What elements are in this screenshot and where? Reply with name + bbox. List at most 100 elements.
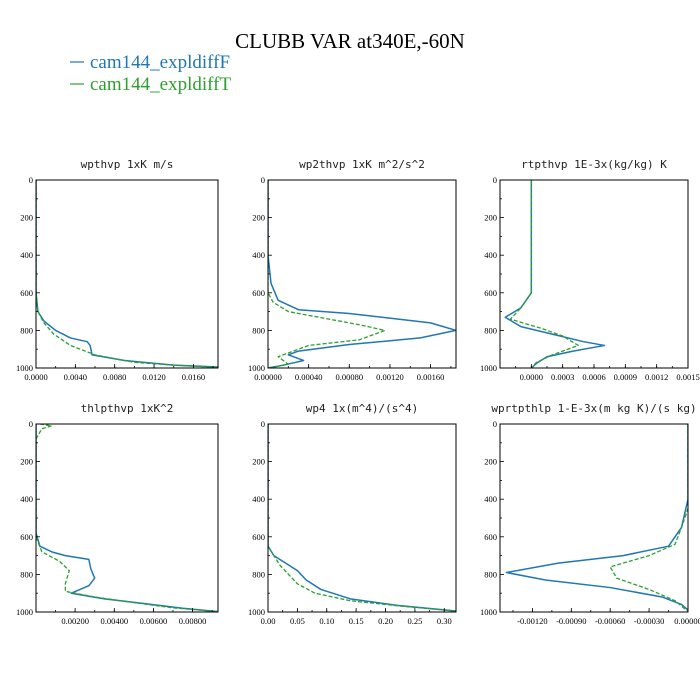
series-line-T bbox=[509, 180, 579, 368]
panel-frame bbox=[499, 179, 689, 369]
panel-frame bbox=[267, 423, 457, 613]
y-tick-label: 800 bbox=[252, 569, 265, 579]
y-tick-label: 200 bbox=[20, 457, 33, 467]
panel-frame bbox=[35, 179, 219, 369]
panel-3: rtpthvp 1E-3x(kg/kg) K 0.0000 0.0003 0.0006… bbox=[480, 158, 700, 382]
x-tick-label: 0.0012 bbox=[645, 372, 668, 382]
series-line-F bbox=[36, 424, 218, 612]
y-tick-label: 800 bbox=[484, 569, 497, 579]
x-tick-label: 0.10 bbox=[319, 616, 334, 626]
y-tick-label: 400 bbox=[252, 250, 265, 260]
y-tick-label: 200 bbox=[484, 213, 497, 223]
series-line-T bbox=[609, 424, 688, 612]
x-tick-label: 0.0000 bbox=[24, 372, 47, 382]
panel-frame bbox=[35, 423, 219, 613]
series-line-F bbox=[504, 180, 606, 368]
y-tick-label: 0 bbox=[493, 419, 497, 429]
y-tick-label: 600 bbox=[252, 288, 265, 298]
y-tick-label: 800 bbox=[20, 325, 33, 335]
y-tick-label: 800 bbox=[20, 569, 33, 579]
legend-entry-F: cam144_expldiffF bbox=[70, 52, 230, 73]
panel-4: thlpthvp 1xK^2 0.00200 0.00400 0.00600 0.008… bbox=[16, 402, 219, 626]
y-tick-label: 1000 bbox=[16, 363, 33, 373]
x-tick-label: 0.0000 bbox=[520, 372, 543, 382]
x-tick-label: 0.0080 bbox=[103, 372, 126, 382]
x-tick-label: 0.00 bbox=[261, 616, 276, 626]
y-tick-label: 600 bbox=[484, 532, 497, 542]
x-tick-label: 0.0003 bbox=[551, 372, 574, 382]
series-line-F bbox=[268, 180, 456, 368]
series-line-F bbox=[36, 180, 218, 368]
x-tick-label: -0.00060 bbox=[595, 616, 625, 626]
series-line-T bbox=[36, 424, 218, 612]
y-tick-label: 600 bbox=[252, 532, 265, 542]
figure-title: CLUBB VAR at340E,-60N bbox=[235, 29, 465, 53]
x-tick-label: 0.0015 bbox=[676, 372, 699, 382]
x-tick-label: 0.00080 bbox=[335, 372, 363, 382]
y-tick-label: 0 bbox=[261, 419, 265, 429]
x-tick-label: 0.30 bbox=[437, 616, 452, 626]
y-tick-label: 1000 bbox=[248, 363, 265, 373]
series-line-F bbox=[505, 424, 688, 611]
y-tick-label: 400 bbox=[484, 494, 497, 504]
legend-label-F: cam144_expldiffF bbox=[90, 52, 230, 73]
x-tick-label: 0.05 bbox=[290, 616, 305, 626]
x-tick-label: 0.00200 bbox=[61, 616, 89, 626]
x-tick-label: 0.0160 bbox=[182, 372, 205, 382]
panels: wpthvp 1xK m/s0.0000 0.0040 0.0080 0.0120 0.… bbox=[16, 158, 700, 626]
y-tick-label: 400 bbox=[20, 494, 33, 504]
y-tick-label: 0 bbox=[493, 175, 497, 185]
x-tick-label: 0.00040 bbox=[295, 372, 323, 382]
panel-title: wprtpthlp 1-E-3x(m kg K)/(s kg) bbox=[491, 402, 696, 415]
legend-entry-T: cam144_expldiffT bbox=[70, 74, 231, 95]
series-line-T bbox=[268, 424, 456, 612]
y-tick-label: 600 bbox=[20, 532, 33, 542]
x-tick-label: 0.0006 bbox=[582, 372, 605, 382]
panel-frame bbox=[267, 179, 457, 369]
y-tick-label: 0 bbox=[29, 419, 33, 429]
x-tick-label: -0.00090 bbox=[556, 616, 586, 626]
panel-5: wp4 1x(m^4)/(s^4) 0.00 0.05 0.10 0.15 0.20 0.2… bbox=[248, 402, 457, 626]
panel-frame bbox=[499, 423, 689, 613]
panel-title: rtpthvp 1E-3x(kg/kg) K bbox=[521, 158, 667, 171]
y-tick-label: 200 bbox=[20, 213, 33, 223]
series-line-T bbox=[268, 180, 386, 368]
y-tick-label: 600 bbox=[20, 288, 33, 298]
x-tick-label: 0.0009 bbox=[614, 372, 637, 382]
y-tick-label: 0 bbox=[261, 175, 265, 185]
y-tick-label: 600 bbox=[484, 288, 497, 298]
series-line-T bbox=[36, 180, 218, 368]
y-tick-label: 200 bbox=[484, 457, 497, 467]
x-tick-label: 0.25 bbox=[407, 616, 422, 626]
panel-title: wp2thvp 1xK m^2/s^2 bbox=[299, 158, 425, 171]
panel-6: wprtpthlp 1-E-3x(m kg K)/(s kg)-0.00120-… bbox=[480, 402, 700, 626]
y-tick-label: 0 bbox=[29, 175, 33, 185]
y-tick-label: 400 bbox=[252, 494, 265, 504]
y-tick-label: 400 bbox=[20, 250, 33, 260]
x-tick-label: 0.00000 bbox=[674, 616, 700, 626]
x-tick-label: 0.0120 bbox=[142, 372, 165, 382]
x-tick-label: 0.20 bbox=[378, 616, 393, 626]
x-tick-label: 0.00000 bbox=[254, 372, 282, 382]
x-tick-label: 0.00120 bbox=[376, 372, 404, 382]
panel-2: wp2thvp 1xK m^2/s^2 0.00000 0.00040 0.00080… bbox=[248, 158, 457, 382]
x-tick-label: 0.00160 bbox=[417, 372, 445, 382]
y-tick-label: 800 bbox=[484, 325, 497, 335]
panel-title: wp4 1x(m^4)/(s^4) bbox=[306, 402, 419, 415]
legend: cam144_expldiffF cam144_expldiffT bbox=[70, 52, 231, 95]
y-tick-label: 1000 bbox=[480, 363, 497, 373]
y-tick-label: 200 bbox=[252, 457, 265, 467]
legend-label-T: cam144_expldiffT bbox=[90, 74, 231, 95]
y-tick-label: 400 bbox=[484, 250, 497, 260]
panel-title: thlpthvp 1xK^2 bbox=[81, 402, 174, 415]
x-tick-label: 0.00800 bbox=[179, 616, 207, 626]
x-tick-label: -0.00030 bbox=[634, 616, 664, 626]
y-tick-label: 1000 bbox=[16, 607, 33, 617]
y-tick-label: 800 bbox=[252, 325, 265, 335]
x-tick-label: 0.0040 bbox=[64, 372, 87, 382]
panel-title: wpthvp 1xK m/s bbox=[81, 158, 174, 171]
y-tick-label: 1000 bbox=[248, 607, 265, 617]
x-tick-label: 0.15 bbox=[349, 616, 364, 626]
y-tick-label: 200 bbox=[252, 213, 265, 223]
